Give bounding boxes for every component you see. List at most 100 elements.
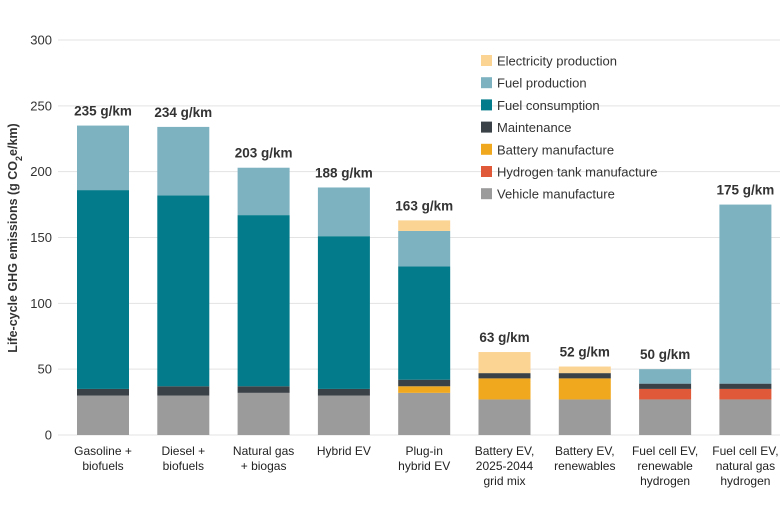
bar-segment-3-fuel-production <box>237 167 290 216</box>
bar-segment-2-fuel-production <box>157 126 210 196</box>
bar-segment-5-electricity-production <box>398 220 451 231</box>
category-label-line: Battery EV, <box>475 444 535 458</box>
category-label-1: Gasoline + biofuels <box>74 444 132 473</box>
bar-segment-6-vehicle-manufacture <box>478 399 531 435</box>
category-label-line: biofuels <box>82 459 123 473</box>
total-label-6: 63 g/km <box>479 330 529 345</box>
bar-segment-9-hydrogen-tank-manufacture <box>719 388 772 400</box>
y-axis-label: Life-cycle GHG emissions (g CO2e/km) <box>6 123 24 352</box>
bar-segment-4-fuel-production <box>317 187 370 237</box>
bar-segment-2-fuel-consumption <box>157 195 210 387</box>
legend-swatch-hydrogen-tank-manufacture <box>481 166 492 177</box>
bar-segment-5-battery-manufacture <box>398 386 451 393</box>
legend-label-fuel-production: Fuel production <box>497 76 587 91</box>
bar-segment-4-maintenance <box>317 388 370 396</box>
category-label-8: Fuel cell EV, renewable hydrogen <box>632 444 698 488</box>
y-axis-label-subscript: 2 <box>14 156 24 161</box>
category-label-line: Fuel cell EV, <box>632 444 698 458</box>
bar-segment-7-vehicle-manufacture <box>558 399 611 435</box>
category-label-line: Hybrid EV <box>317 444 371 458</box>
legend-label-electricity-production: Electricity production <box>497 54 617 69</box>
y-axis-label-unit: e/km) <box>6 123 20 156</box>
total-label-7: 52 g/km <box>560 345 610 360</box>
legend-label-vehicle-manufacture: Vehicle manufacture <box>497 187 615 202</box>
bar-segment-8-vehicle-manufacture <box>639 399 692 435</box>
category-label-line: 2025-2044 <box>476 459 534 473</box>
category-label-6: Battery EV, 2025-2044 grid mix <box>475 444 535 488</box>
category-label-line: hydrogen <box>720 474 770 488</box>
category-label-line: Battery EV, <box>555 444 615 458</box>
y-axis-ticks: 0 50 100 150 200 250 300 <box>30 33 52 443</box>
category-label-line: + biogas <box>241 459 287 473</box>
bar-segment-6-maintenance <box>478 373 531 379</box>
legend-swatch-electricity-production <box>481 55 492 66</box>
total-label-5: 163 g/km <box>395 198 453 213</box>
legend-label-maintenance: Maintenance <box>497 120 571 135</box>
bar-segment-5-fuel-production <box>398 230 451 267</box>
total-label-2: 234 g/km <box>154 105 212 120</box>
category-label-line: hydrogen <box>640 474 690 488</box>
legend: Electricity production Fuel production Fue… <box>481 54 657 202</box>
bar-segment-2-maintenance <box>157 386 210 396</box>
bar-segment-9-fuel-production <box>719 204 772 384</box>
bar-segment-1-fuel-consumption <box>77 190 129 389</box>
legend-label-battery-manufacture: Battery manufacture <box>497 142 614 157</box>
bar-segment-7-battery-manufacture <box>558 378 611 400</box>
bar-segment-2-vehicle-manufacture <box>157 395 210 435</box>
y-tick-label-300: 300 <box>30 33 52 48</box>
legend-label-hydrogen-tank-manufacture: Hydrogen tank manufacture <box>497 165 657 180</box>
bars <box>77 125 772 435</box>
bar-segment-6-electricity-production <box>478 352 531 374</box>
category-label-line: grid mix <box>483 474 525 488</box>
legend-swatch-vehicle-manufacture <box>481 188 492 200</box>
category-label-line: biofuels <box>163 459 204 473</box>
bar-segment-3-vehicle-manufacture <box>237 392 290 435</box>
bar-segment-4-vehicle-manufacture <box>317 395 370 435</box>
category-label-line: Diesel + <box>161 444 205 458</box>
category-label-line: renewables <box>554 459 615 473</box>
bar-segment-5-fuel-consumption <box>398 266 451 380</box>
y-axis-label-text: Life-cycle GHG emissions (g CO <box>6 161 20 353</box>
bar-segment-3-maintenance <box>237 386 290 393</box>
y-tick-label-200: 200 <box>30 164 52 179</box>
bar-segment-8-fuel-production <box>639 369 692 384</box>
category-label-line: natural gas <box>716 459 775 473</box>
category-label-line: Plug-in <box>406 444 443 458</box>
y-tick-label-0: 0 <box>45 428 52 443</box>
total-label-1: 235 g/km <box>74 104 132 119</box>
category-label-9: Fuel cell EV, natural gas hydrogen <box>712 444 778 488</box>
bar-segment-5-vehicle-manufacture <box>398 392 451 435</box>
bar-segment-9-maintenance <box>719 383 772 389</box>
bar-segment-6-battery-manufacture <box>478 378 531 400</box>
total-labels: 235 g/km 234 g/km 203 g/km 188 g/km 163 g/km… <box>74 104 774 363</box>
legend-swatch-fuel-consumption <box>481 99 492 111</box>
legend-label-fuel-consumption: Fuel consumption <box>497 98 600 113</box>
category-label-2: Diesel + biofuels <box>161 444 205 473</box>
category-label-line: Gasoline + <box>74 444 132 458</box>
bar-segment-5-maintenance <box>398 379 451 387</box>
total-label-9: 175 g/km <box>717 183 775 198</box>
y-tick-label-250: 250 <box>30 98 52 113</box>
category-label-line: Natural gas <box>233 444 294 458</box>
total-label-8: 50 g/km <box>640 347 690 362</box>
bar-segment-8-maintenance <box>639 383 692 389</box>
y-tick-label-100: 100 <box>30 296 52 311</box>
total-label-4: 188 g/km <box>315 165 373 180</box>
category-label-4: Hybrid EV <box>317 444 371 458</box>
legend-swatch-maintenance <box>481 121 492 133</box>
bar-segment-8-hydrogen-tank-manufacture <box>639 388 692 400</box>
bar-segment-4-fuel-consumption <box>317 236 370 389</box>
category-label-7: Battery EV, renewables <box>554 444 615 473</box>
legend-swatch-fuel-production <box>481 77 492 89</box>
total-label-3: 203 g/km <box>235 146 293 161</box>
category-label-line: hybrid EV <box>398 459 450 473</box>
bar-segment-3-fuel-consumption <box>237 215 290 387</box>
category-label-line: renewable <box>637 459 693 473</box>
bar-segment-1-maintenance <box>77 388 129 396</box>
y-tick-label-150: 150 <box>30 230 52 245</box>
bar-segment-1-vehicle-manufacture <box>77 395 129 435</box>
bar-segment-7-electricity-production <box>558 366 611 374</box>
category-label-3: Natural gas + biogas <box>233 444 294 473</box>
